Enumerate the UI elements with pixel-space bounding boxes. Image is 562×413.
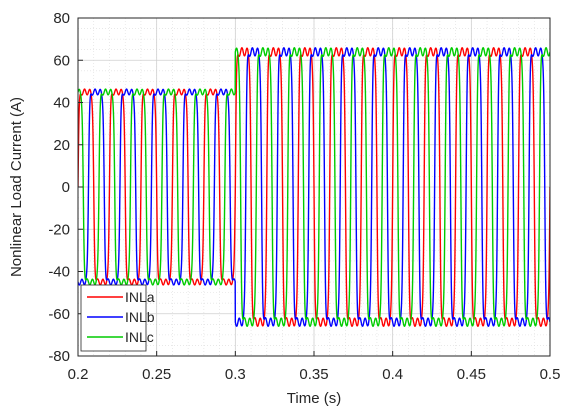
x-axis-label: Time (s)	[287, 390, 341, 407]
x-tick-label: 0.25	[142, 366, 171, 383]
y-tick-label: -20	[48, 221, 70, 238]
series-line-inlb	[78, 47, 550, 327]
y-tick-label: 20	[53, 137, 70, 154]
y-tick-label: 0	[62, 179, 70, 196]
series-layer	[78, 47, 550, 327]
y-axis-ticks: -80 -60 -40 -20 0 20 40 60 80	[48, 10, 83, 365]
series-line-inla	[78, 47, 550, 327]
legend-box	[80, 284, 147, 352]
legend-label: INLc	[125, 329, 154, 345]
legend-label: INLa	[125, 289, 155, 305]
y-tick-label: -80	[48, 348, 70, 365]
y-tick-label: -60	[48, 306, 70, 323]
y-tick-label: 40	[53, 95, 70, 112]
x-tick-label: 0.45	[457, 366, 486, 383]
x-tick-label: 0.35	[299, 366, 328, 383]
y-tick-label: -40	[48, 264, 70, 281]
series-line-inlc	[78, 47, 550, 327]
legend-label: INLb	[125, 309, 155, 325]
x-axis-ticks: 0.2 0.25 0.3 0.35 0.4 0.45 0.5	[68, 351, 561, 383]
x-tick-label: 0.4	[382, 366, 403, 383]
x-tick-label: 0.5	[540, 366, 561, 383]
x-tick-label: 0.3	[225, 366, 246, 383]
x-tick-label: 0.2	[68, 366, 89, 383]
y-tick-label: 80	[53, 10, 70, 27]
y-tick-label: 60	[53, 52, 70, 69]
y-axis-label: Nonlinear Load Current (A)	[8, 97, 25, 277]
legend: INLa INLb INLc	[80, 284, 155, 352]
